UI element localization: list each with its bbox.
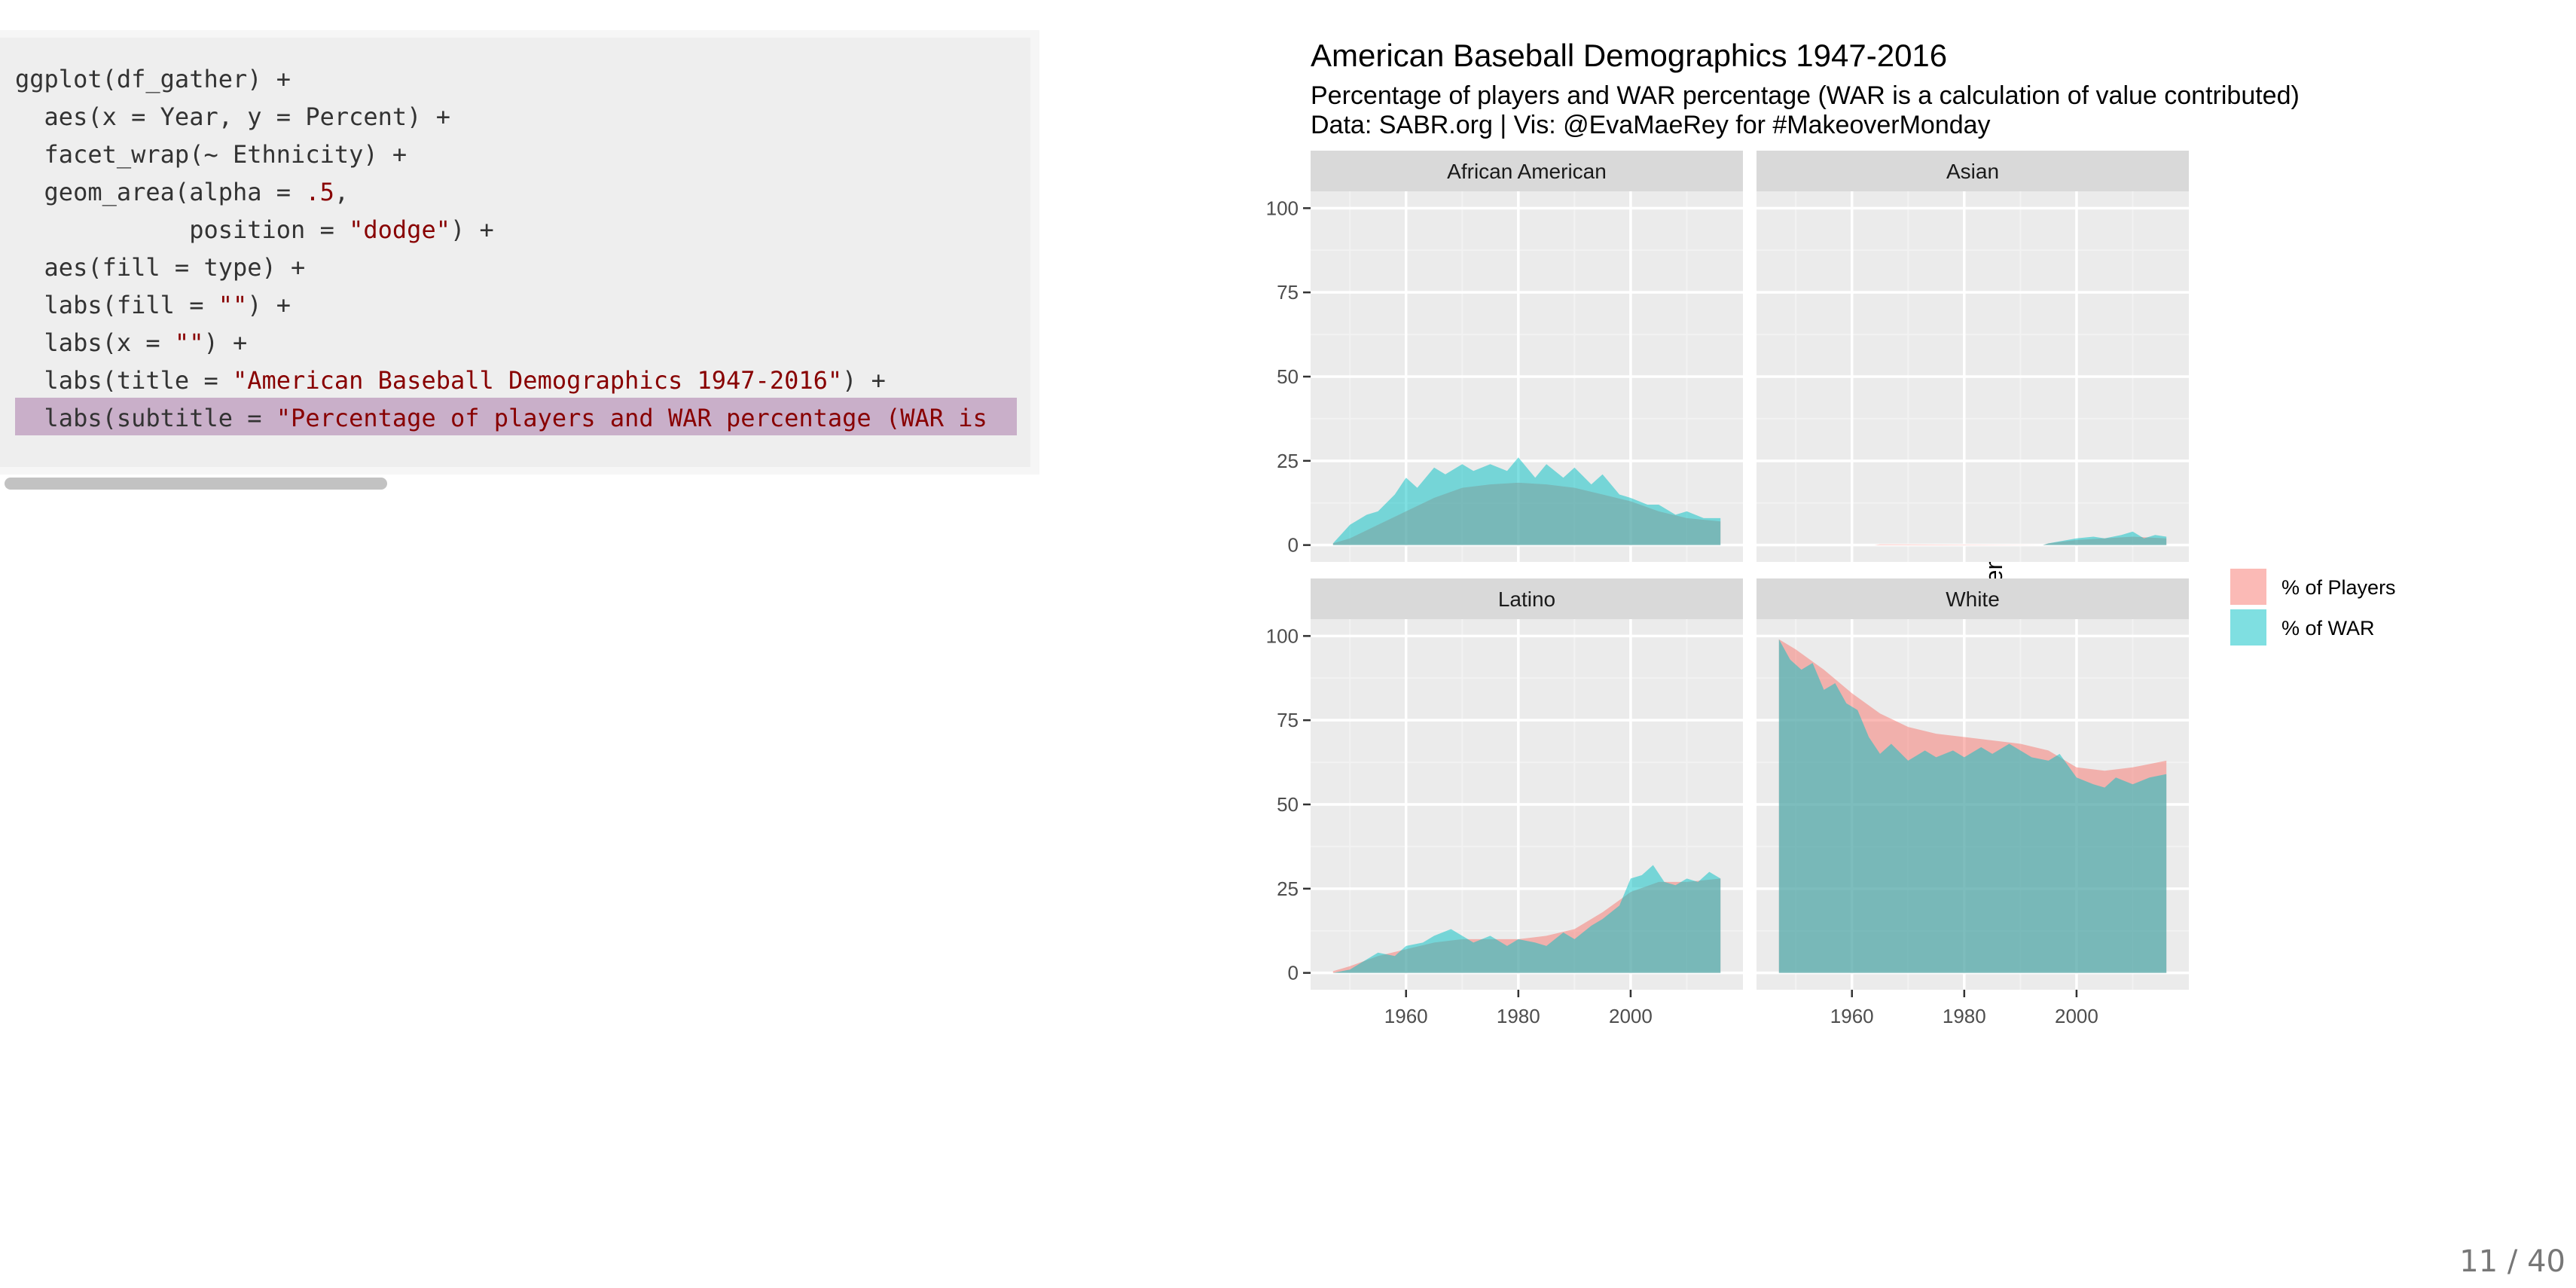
code-token: "Percentage of players and WAR percentag…	[276, 404, 987, 432]
facet-panel: Asian	[1757, 151, 2189, 562]
x-tick-label: 2000	[1609, 1005, 1653, 1024]
chart-caption: Data: SABR.org | Vis: @EvaMaeRey for #Ma…	[1311, 111, 1991, 139]
code-block-content: ggplot(df_gather) + aes(x = Year, y = Pe…	[0, 38, 1030, 467]
legend-key	[2230, 609, 2266, 646]
scrollbar-thumb[interactable]	[5, 478, 387, 490]
legend-item: % of Players	[2230, 569, 2396, 605]
code-line: position = "dodge") +	[15, 211, 494, 249]
y-tick-label: 75	[1277, 281, 1299, 304]
facet-panel: African American 0 25 50 75 100	[1266, 151, 1743, 562]
area-series-war	[1332, 457, 1721, 545]
code-token: .5	[305, 178, 334, 206]
x-tick-label: 1980	[1943, 1005, 1986, 1024]
facet-strip	[1757, 578, 2189, 619]
x-tick-label: 2000	[2055, 1005, 2098, 1024]
facet-strip-label: White	[1946, 588, 2000, 611]
x-tick-label: 1960	[1830, 1005, 1874, 1024]
chart-title: American Baseball Demographics 1947-2016	[1311, 38, 1947, 73]
code-token: ggplot(df_gather) +	[15, 65, 291, 93]
code-token: aes(fill = type) +	[15, 253, 306, 282]
y-tick-label: 75	[1277, 709, 1299, 731]
y-tick-label: 50	[1277, 793, 1299, 816]
code-line: labs(x = "") +	[15, 324, 248, 362]
legend-label: % of WAR	[2281, 617, 2375, 639]
facet-strip	[1311, 151, 1743, 191]
code-token: ""	[218, 291, 248, 319]
x-tick-label: 1980	[1497, 1005, 1540, 1024]
code-line: facet_wrap(~ Ethnicity) +	[15, 136, 407, 173]
y-tick-label: 50	[1277, 365, 1299, 388]
code-token: ) +	[450, 215, 494, 244]
code-line: labs(fill = "") +	[15, 286, 291, 324]
facet-strip	[1311, 578, 1743, 619]
facet-strip-label: Asian	[1946, 160, 1999, 183]
area-series-war	[1778, 531, 2167, 545]
code-line: labs(title = "American Baseball Demograp…	[15, 362, 886, 399]
code-token: position =	[15, 215, 349, 244]
y-tick-label: 0	[1288, 534, 1299, 557]
highlighted-line	[15, 398, 1017, 435]
facet-strip-label: African American	[1447, 160, 1607, 183]
code-token: ) +	[247, 291, 291, 319]
code-line: ggplot(df_gather) +	[15, 60, 291, 98]
page-number: 11 / 40	[2459, 1244, 2565, 1279]
code-token: geom_area(alpha =	[15, 178, 306, 206]
code-line: aes(fill = type) +	[15, 249, 306, 286]
code-token: labs(title =	[15, 366, 233, 395]
facet-strip-label: Latino	[1498, 588, 1555, 611]
area-series-war	[1778, 639, 2167, 973]
y-tick-label: 0	[1288, 962, 1299, 984]
code-token: aes(x = Year, y = Percent) +	[15, 102, 450, 131]
legend-item: % of WAR	[2230, 609, 2375, 646]
legend-label: % of Players	[2281, 576, 2396, 599]
area-series-war	[1332, 865, 1721, 973]
legend-key	[2230, 569, 2266, 605]
code-token: labs(subtitle =	[15, 404, 276, 432]
code-token: ""	[174, 328, 204, 357]
code-block: ggplot(df_gather) + aes(x = Year, y = Pe…	[0, 30, 1039, 490]
facet-panel: Latino 0 25 50 75 100 1960 1980 2000	[1266, 578, 1743, 1024]
faceted-area-chart: American Baseball Demographics 1947-2016…	[1266, 38, 2396, 1024]
facet-panel: White 1960 1980 2000	[1757, 578, 2189, 1024]
code-token: ) +	[203, 328, 248, 357]
code-token: "American Baseball Demographics 1947-201…	[232, 366, 843, 395]
code-token: ) +	[842, 366, 886, 395]
code-line: geom_area(alpha = .5,	[15, 173, 349, 211]
horizontal-scrollbar[interactable]	[0, 475, 1039, 493]
code-token: labs(fill =	[15, 291, 218, 319]
code-line: labs(subtitle = "Percentage of players a…	[15, 399, 987, 437]
code-token: "dodge"	[349, 215, 450, 244]
x-tick-label: 1960	[1384, 1005, 1428, 1024]
y-tick-label: 100	[1266, 624, 1299, 647]
y-tick-label: 100	[1266, 197, 1299, 219]
y-tick-label: 25	[1277, 877, 1299, 900]
facet-strip	[1757, 151, 2189, 191]
code-token: facet_wrap(~ Ethnicity) +	[15, 140, 407, 169]
code-token: ,	[334, 178, 349, 206]
y-tick-label: 25	[1277, 450, 1299, 472]
code-token: labs(x =	[15, 328, 175, 357]
code-line: aes(x = Year, y = Percent) +	[15, 98, 450, 136]
chart-subtitle: Percentage of players and WAR percentage…	[1311, 81, 2300, 110]
